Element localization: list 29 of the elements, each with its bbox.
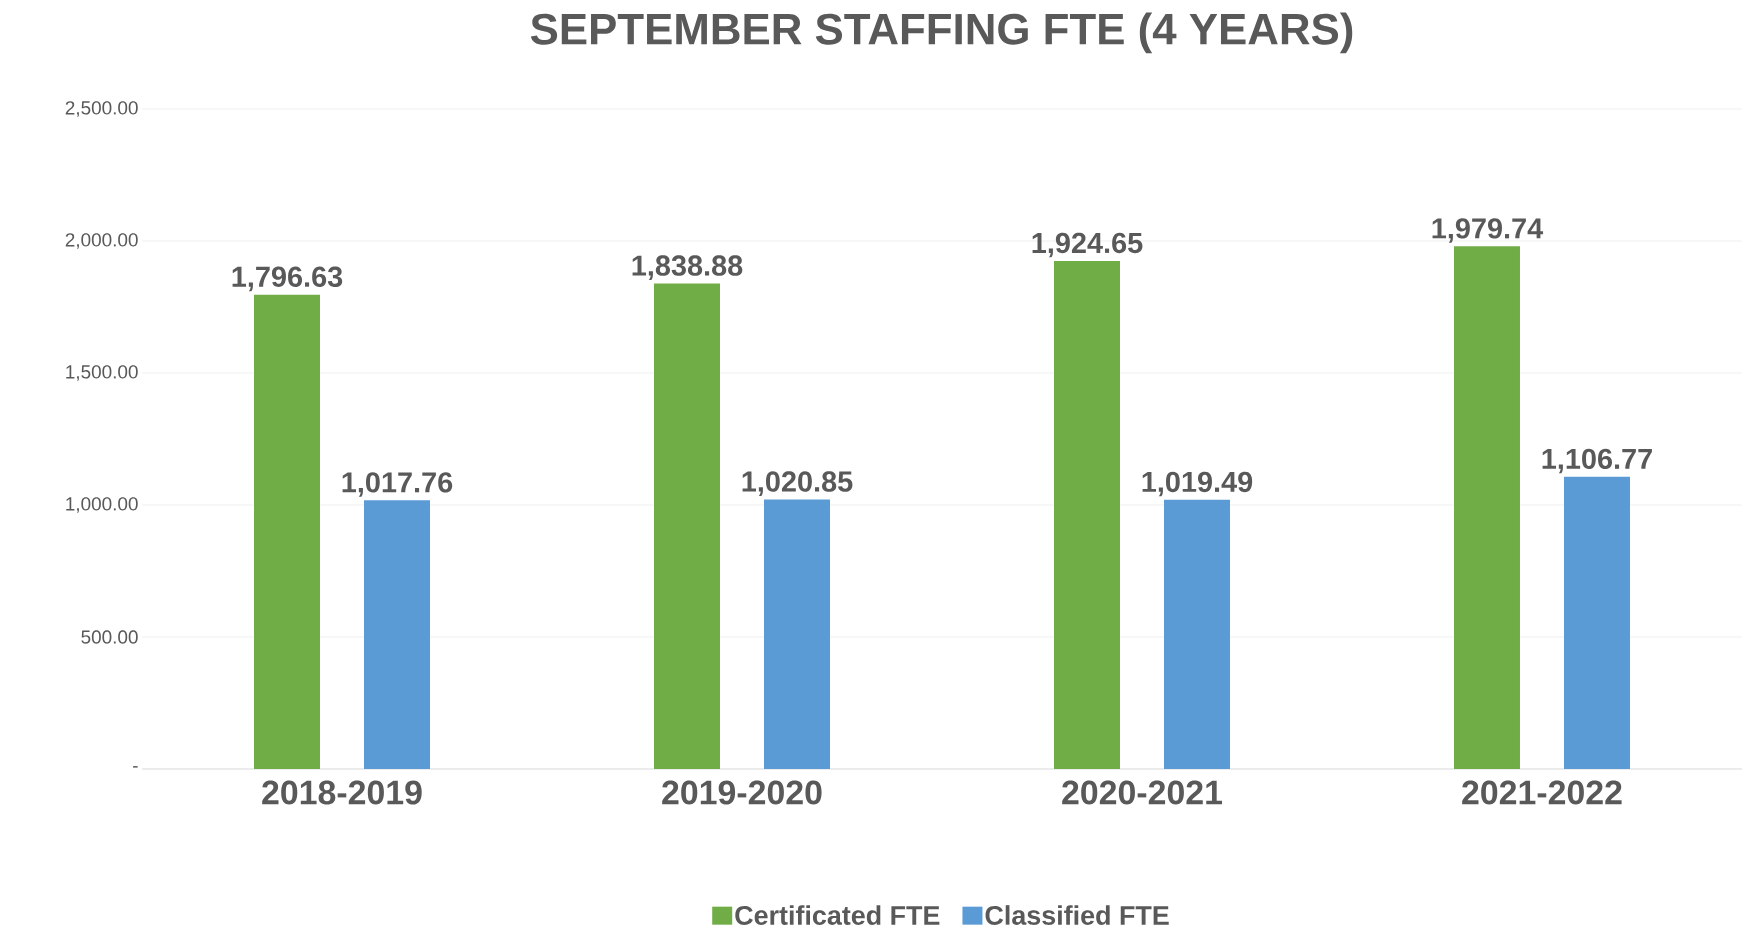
y-tick-label: 1,500.00: [66, 365, 138, 381]
bar: [1453, 246, 1520, 769]
bar: [654, 283, 720, 769]
bar: [1164, 499, 1230, 769]
bar: [254, 294, 321, 769]
chart-title: SEPTEMBER STAFFING FTE (4 YEARS): [530, 12, 1353, 54]
data-label: 1,020.85: [742, 471, 853, 496]
data-label: 1,019.49: [1142, 471, 1253, 497]
x-tick-label: 2018-2019: [262, 780, 422, 805]
y-tick-label: 500.00: [81, 630, 138, 644]
data-label: 1,979.74: [1432, 218, 1544, 243]
legend-label: Classified FTE: [985, 905, 1169, 925]
y-tick-label: 2,000.00: [65, 233, 138, 249]
bar: [764, 499, 830, 769]
y-tick-label: 1,000.00: [66, 497, 138, 513]
data-label: 1,017.76: [342, 472, 453, 497]
x-tick-label: 2021-2022: [1462, 780, 1622, 805]
bar: [1563, 476, 1630, 769]
data-label: 1,838.88: [632, 255, 743, 280]
bar: [1054, 260, 1120, 769]
x-tick-label: 2020-2021: [1062, 780, 1223, 805]
data-label: 1,924.65: [1032, 232, 1143, 258]
y-tick-label: 2,500.00: [65, 101, 138, 117]
x-tick-label: 2019-2020: [662, 780, 822, 805]
bar: [364, 500, 431, 769]
data-label: 1,106.77: [1542, 448, 1652, 474]
y-tick-label: -: [133, 766, 138, 768]
data-label: 1,796.63: [232, 266, 343, 292]
legend-label: Certificated FTE: [735, 905, 940, 925]
